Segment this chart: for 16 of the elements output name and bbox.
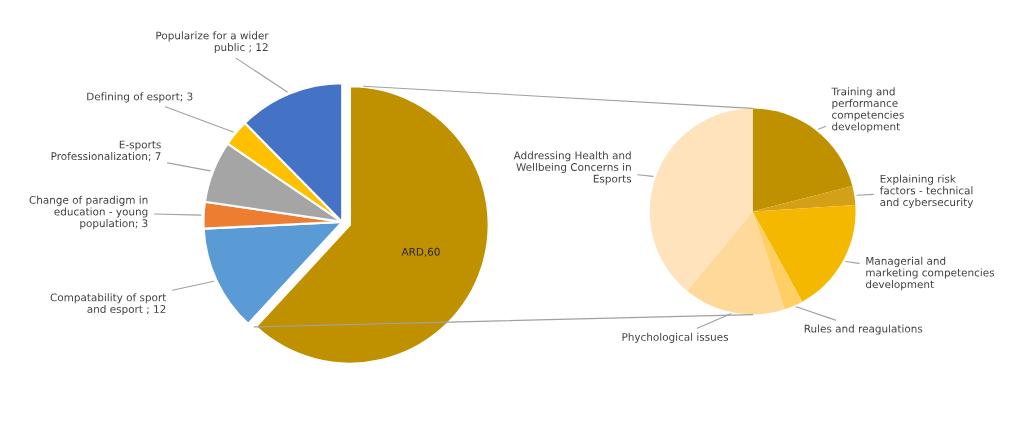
pie-slice [649, 108, 753, 291]
slice-label: ARD,60 [401, 247, 440, 257]
pie-slice [752, 211, 803, 310]
slice-label: Addressing Health and Wellbeing Concerns in Esports [513, 151, 632, 185]
pie-slice [752, 205, 856, 302]
slice-label: Rules and reagulations [804, 324, 923, 335]
slice-label: Explaining risk factors - technical and cybersecurity [879, 174, 974, 209]
slice-label: E-sports Professionalization; 7 [51, 140, 161, 162]
slice-label: Change of paradigm in education - young population; 3 [29, 195, 148, 230]
slice-label: Training and performance competencies development [831, 87, 904, 133]
slice-label: Popularize for a wider public ; 12 [156, 31, 269, 54]
slice-label: Phychological issues [622, 332, 729, 343]
slice-label: Managerial and marketing competencies development [865, 256, 995, 291]
pie-slice [687, 211, 785, 315]
slice-label: Defining of esport; 3 [87, 92, 193, 103]
slice-label: Compatability of sport and esport ; 12 [50, 293, 167, 315]
